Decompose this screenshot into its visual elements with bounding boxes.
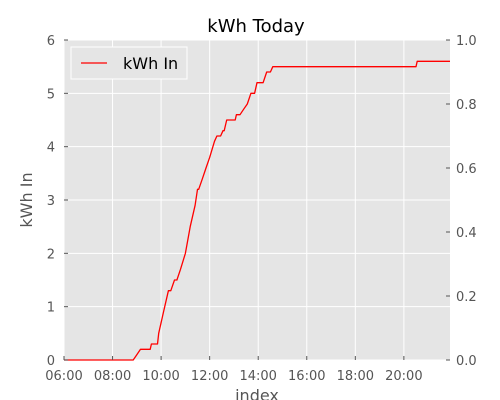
y-tick-label: 0 <box>47 354 55 369</box>
x-tick-label: 12:00 <box>191 369 228 384</box>
y2-tick-label: 0.2 <box>456 290 477 305</box>
x-axis: 06:00 08:00 10:00 12:00 14:00 16:00 18:00 20:00 <box>45 356 423 384</box>
y-tick-label: 1 <box>47 301 55 316</box>
y-tick-label: 2 <box>47 247 55 262</box>
legend-label-kwh-in: kWh In <box>123 54 178 73</box>
x-tick-label: 20:00 <box>385 369 422 384</box>
y-tick-label: 3 <box>47 194 55 209</box>
series-layer <box>64 60 450 361</box>
y2-tick-label: 1.0 <box>456 34 477 49</box>
y2-tick-label: 0.6 <box>456 162 477 177</box>
y2-tick-label: 0.8 <box>456 98 477 113</box>
x-tick-label: 16:00 <box>288 369 325 384</box>
y-tick-label: 4 <box>47 141 55 156</box>
y-tick-label: 5 <box>47 87 55 102</box>
x-axis-label: index <box>235 386 279 400</box>
x-tick-label: 06:00 <box>45 369 82 384</box>
x-tick-label: 08:00 <box>94 369 131 384</box>
y2-tick-label: 0.4 <box>456 226 477 241</box>
x-tick-label: 18:00 <box>337 369 374 384</box>
y-tick-label: 6 <box>47 34 55 49</box>
y2-tick-label: 0.0 <box>456 354 477 369</box>
series-line-kwh-in <box>64 60 450 361</box>
legend: kWh In <box>70 46 188 80</box>
y-axis-right: 0.0 0.2 0.4 0.6 0.8 1.0 <box>446 34 477 369</box>
y-axis-label: kWh In <box>17 172 36 227</box>
x-tick-label: 14:00 <box>239 369 276 384</box>
x-tick-label: 10:00 <box>142 369 179 384</box>
y-axis-left: 0 1 2 3 4 5 6 <box>47 34 68 369</box>
chart-title: kWh Today <box>207 16 305 37</box>
